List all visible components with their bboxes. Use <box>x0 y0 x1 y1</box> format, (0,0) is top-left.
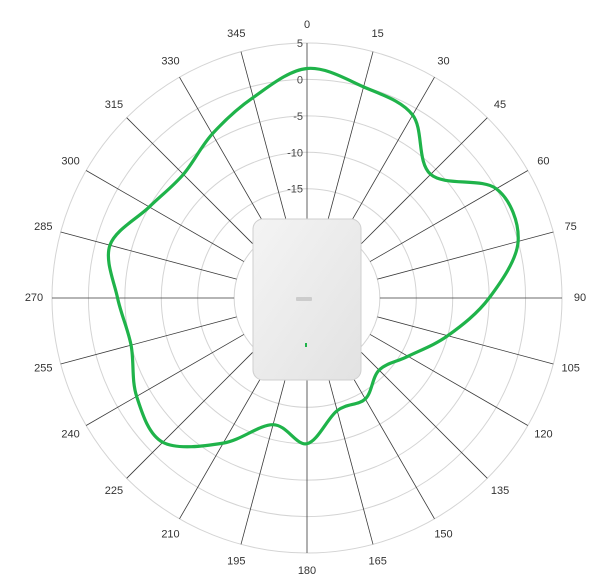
grid-spoke <box>325 51 374 228</box>
grid-spoke <box>240 51 289 228</box>
series-point <box>429 173 432 176</box>
radial-tick-label: 0 <box>297 74 303 86</box>
series-point <box>495 187 498 190</box>
series-point <box>211 132 214 136</box>
angle-tick-label: 180 <box>298 565 316 577</box>
grid-spoke <box>60 316 237 365</box>
series-point <box>305 442 309 445</box>
access-point-device <box>252 218 362 381</box>
radial-tick-label: -5 <box>293 111 303 123</box>
series-point <box>406 355 410 358</box>
grid-spoke <box>179 76 271 236</box>
series-point <box>377 368 381 372</box>
angle-tick-label: 150 <box>434 528 452 540</box>
radial-tick-label: -15 <box>287 184 303 196</box>
angle-tick-label: 120 <box>534 428 552 440</box>
series-point <box>446 334 449 337</box>
grid-spoke <box>343 360 435 520</box>
angle-tick-label: 225 <box>105 485 123 497</box>
grid-spoke <box>377 316 554 365</box>
grid-spoke <box>240 368 289 545</box>
grid-spoke <box>377 231 554 280</box>
series-point <box>271 423 275 426</box>
series-point <box>335 409 339 412</box>
grid-spoke <box>60 231 237 280</box>
series-point <box>362 85 365 89</box>
angle-tick-label: 315 <box>105 99 123 111</box>
grid-spoke <box>369 334 529 426</box>
angle-tick-label: 345 <box>227 28 245 40</box>
angle-tick-label: 255 <box>34 363 52 375</box>
radial-tick-label: -10 <box>287 147 303 159</box>
angle-tick-label: 60 <box>537 155 549 167</box>
angle-tick-label: 90 <box>574 292 586 304</box>
grid-spoke <box>179 360 271 520</box>
grid-spoke <box>358 117 488 247</box>
series-point <box>135 395 138 398</box>
device-led <box>305 343 307 347</box>
angle-tick-label: 270 <box>25 292 43 304</box>
series-point <box>116 296 119 300</box>
angle-tick-label: 285 <box>34 221 52 233</box>
angle-tick-label: 165 <box>368 556 386 568</box>
series-point <box>161 441 164 444</box>
grid-spokes <box>52 43 562 553</box>
grid-spoke <box>369 170 529 262</box>
angle-tick-label: 30 <box>437 55 449 67</box>
series-point <box>182 173 185 176</box>
series-point <box>516 240 520 243</box>
series-point <box>305 67 309 70</box>
angle-tick-label: 330 <box>161 55 179 67</box>
grid-spoke <box>126 117 256 247</box>
angle-tick-label: 135 <box>491 485 509 497</box>
angle-tick-label: 45 <box>494 99 506 111</box>
grid-spoke <box>325 368 374 545</box>
series-point <box>252 96 255 99</box>
angle-tick-label: 0 <box>304 19 310 31</box>
grid-spoke <box>85 170 245 262</box>
series-point <box>487 296 491 300</box>
series-point <box>364 397 367 401</box>
angle-tick-labels: 0 15 30 45 60 75 90 105 120 135 150 165 180 195 210 225… <box>25 19 586 577</box>
radial-tick-label: 5 <box>297 38 303 50</box>
series-point <box>411 113 414 117</box>
angle-tick-label: 210 <box>161 528 179 540</box>
grid-spoke <box>343 76 435 236</box>
series-point <box>222 441 225 445</box>
angle-tick-label: 105 <box>562 363 580 375</box>
series-layer <box>106 66 520 449</box>
angle-tick-label: 195 <box>227 556 245 568</box>
radial-tick-labels: 5 0 -5 -10 -15 <box>287 38 303 196</box>
series-point <box>148 205 151 209</box>
grid-spoke <box>126 349 256 479</box>
angle-tick-label: 75 <box>565 221 577 233</box>
angle-tick-label: 300 <box>61 155 79 167</box>
angle-tick-label: 240 <box>61 428 79 440</box>
grid-spoke <box>358 349 488 479</box>
grid-spoke <box>85 334 245 426</box>
series-point <box>129 343 133 347</box>
device-logo <box>296 297 312 301</box>
series-point <box>108 244 112 247</box>
angle-tick-label: 15 <box>372 28 384 40</box>
